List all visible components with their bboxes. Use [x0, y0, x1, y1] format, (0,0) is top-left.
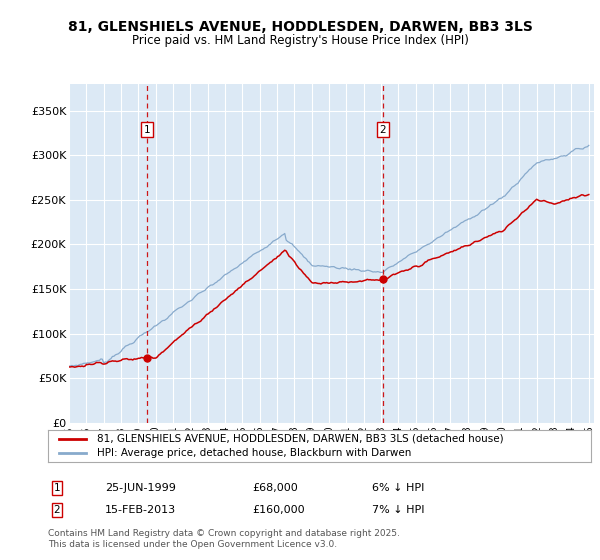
Text: 15-FEB-2013: 15-FEB-2013 — [105, 505, 176, 515]
Text: £160,000: £160,000 — [252, 505, 305, 515]
Text: Contains HM Land Registry data © Crown copyright and database right 2025.: Contains HM Land Registry data © Crown c… — [48, 529, 400, 538]
Text: 6% ↓ HPI: 6% ↓ HPI — [372, 483, 424, 493]
Text: HPI: Average price, detached house, Blackburn with Darwen: HPI: Average price, detached house, Blac… — [97, 448, 411, 458]
Text: 7% ↓ HPI: 7% ↓ HPI — [372, 505, 425, 515]
Text: Price paid vs. HM Land Registry's House Price Index (HPI): Price paid vs. HM Land Registry's House … — [131, 34, 469, 46]
Text: 81, GLENSHIELS AVENUE, HODDLESDEN, DARWEN, BB3 3LS: 81, GLENSHIELS AVENUE, HODDLESDEN, DARWE… — [68, 20, 532, 34]
Text: 2: 2 — [53, 505, 61, 515]
Text: 81, GLENSHIELS AVENUE, HODDLESDEN, DARWEN, BB3 3LS (detached house): 81, GLENSHIELS AVENUE, HODDLESDEN, DARWE… — [97, 433, 503, 444]
Text: 25-JUN-1999: 25-JUN-1999 — [105, 483, 176, 493]
Text: This data is licensed under the Open Government Licence v3.0.: This data is licensed under the Open Gov… — [48, 540, 337, 549]
Text: £68,000: £68,000 — [252, 483, 298, 493]
Text: 1: 1 — [53, 483, 61, 493]
Text: 2: 2 — [379, 125, 386, 135]
Text: 1: 1 — [143, 125, 150, 135]
